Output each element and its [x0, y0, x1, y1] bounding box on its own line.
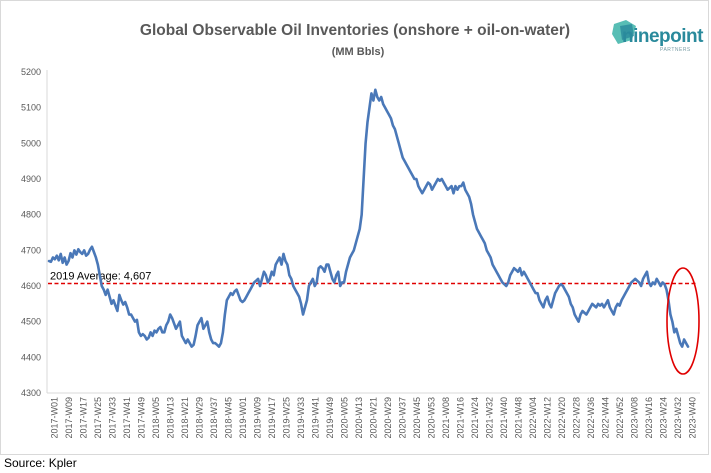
- x-tick-label: 2022-W04: [528, 397, 538, 439]
- chart-area: Global Observable Oil Inventories (onsho…: [21, 22, 700, 439]
- y-axis-ticks: 4300 4400 4500 4600 4700 4800 4900 5000 5100 5200: [21, 67, 41, 398]
- x-tick-label: 2019-W09: [252, 397, 262, 439]
- x-tick-label: 2018-W29: [194, 397, 204, 439]
- y-tick-label: 5100: [21, 103, 41, 113]
- x-tick-label: 2020-W45: [412, 397, 422, 439]
- x-tick-label: 2020-W37: [398, 397, 408, 439]
- x-tick-label: 2021-W16: [456, 397, 466, 439]
- x-tick-label: 2018-W05: [151, 397, 161, 439]
- x-tick-label: 2021-W32: [485, 397, 495, 439]
- y-tick-label: 5200: [21, 67, 41, 77]
- x-tick-label: 2017-W17: [78, 397, 88, 439]
- logo-mark-icon: [612, 20, 636, 44]
- logo-wordmark: ninepoint: [622, 26, 703, 47]
- y-tick-label: 4900: [21, 174, 41, 184]
- annotation-group: [666, 267, 700, 375]
- x-tick-label: 2021-W24: [470, 397, 480, 439]
- x-tick-label: 2020-W53: [427, 397, 437, 439]
- x-tick-label: 2023-W40: [688, 397, 698, 439]
- x-tick-label: 2019-W33: [296, 397, 306, 439]
- x-tick-label: 2022-W28: [572, 397, 582, 439]
- chart-subtitle: (MM Bbls): [332, 46, 385, 58]
- chart-frame: [0, 0, 709, 455]
- x-tick-label: 2022-W12: [543, 397, 553, 439]
- x-tick-label: 2017-W09: [64, 397, 74, 439]
- annotation-ellipse: [666, 267, 700, 375]
- x-tick-label: 2018-W21: [180, 397, 190, 439]
- x-tick-label: 2022-W52: [615, 397, 625, 439]
- x-tick-label: 2022-W36: [586, 397, 596, 439]
- x-tick-label: 2020-W05: [339, 397, 349, 439]
- x-tick-label: 2018-W37: [209, 397, 219, 439]
- x-axis-ticks: 2017-W01 2017-W09 2017-W17 2017-W25 2017-W33…: [49, 397, 697, 439]
- series-line: [47, 88, 690, 348]
- x-tick-label: 2021-W08: [441, 397, 451, 439]
- reference-line-group: 2019 Average: 4,607: [48, 271, 698, 285]
- y-tick-label: 5000: [21, 138, 41, 148]
- y-tick-label: 4300: [21, 388, 41, 398]
- x-tick-label: 2023-W32: [673, 397, 683, 439]
- x-tick-label: 2019-W17: [267, 397, 277, 439]
- x-tick-label: 2018-W45: [223, 397, 233, 439]
- x-tick-label: 2021-W48: [514, 397, 524, 439]
- y-tick-label: 4400: [21, 352, 41, 362]
- x-tick-label: 2019-W49: [325, 397, 335, 439]
- logo-subtext: PARTNERS: [660, 47, 691, 53]
- x-tick-label: 2018-W13: [165, 397, 175, 439]
- x-tick-label: 2022-W44: [601, 397, 611, 439]
- chart-title: Global Observable Oil Inventories (onsho…: [140, 22, 570, 39]
- x-tick-label: 2019-W41: [310, 397, 320, 439]
- x-tick-label: 2023-W08: [630, 397, 640, 439]
- x-tick-label: 2017-W01: [49, 397, 59, 439]
- x-tick-label: 2023-W24: [659, 397, 669, 439]
- y-tick-label: 4500: [21, 317, 41, 327]
- ninepoint-logo: ninepoint PARTNERS: [610, 14, 703, 56]
- x-tick-label: 2020-W13: [354, 397, 364, 439]
- x-tick-label: 2021-W40: [499, 397, 509, 439]
- x-tick-label: 2017-W49: [136, 397, 146, 439]
- y-tick-label: 4700: [21, 245, 41, 255]
- source-note: Source: Kpler: [4, 456, 77, 470]
- x-tick-label: 2019-W01: [238, 397, 248, 439]
- x-tick-label: 2023-W16: [644, 397, 654, 439]
- y-tick-label: 4800: [21, 210, 41, 220]
- x-tick-label: 2017-W41: [122, 397, 132, 439]
- series-group: [47, 88, 690, 348]
- x-tick-label: 2020-W29: [383, 397, 393, 439]
- x-tick-label: 2020-W21: [369, 397, 379, 439]
- x-tick-label: 2017-W33: [107, 397, 117, 439]
- x-tick-label: 2022-W20: [557, 397, 567, 439]
- y-tick-label: 4600: [21, 281, 41, 291]
- x-tick-label: 2017-W25: [93, 397, 103, 439]
- x-tick-label: 2019-W25: [281, 397, 291, 439]
